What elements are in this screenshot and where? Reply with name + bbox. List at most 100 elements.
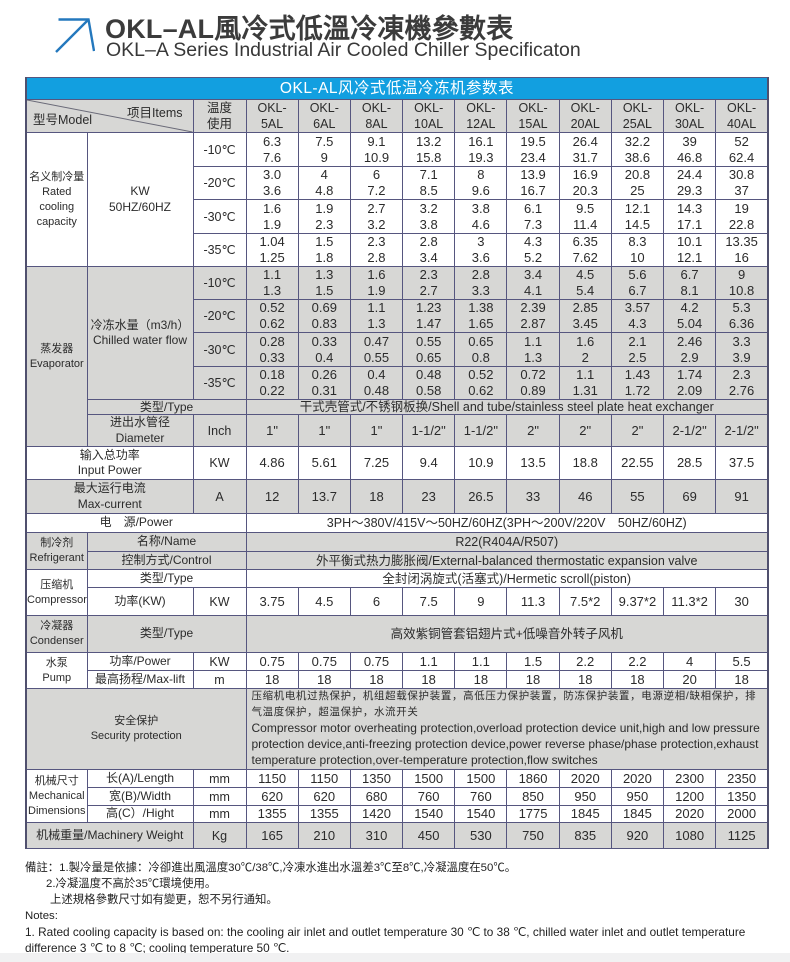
item-label: 进出水管径 Diameter [86, 414, 194, 447]
cell-line: 0.4 [367, 367, 386, 383]
data-cell: 1.1 1.31 [558, 366, 612, 400]
data-cell: 1.1 1.3 [349, 299, 404, 333]
cell-line: KW [130, 184, 150, 198]
cell-line: 31.7 [572, 149, 598, 165]
model-header: OKL- 8AL [349, 99, 404, 133]
data-cell: 1" [245, 414, 299, 447]
cell-line: capacity [36, 215, 77, 228]
cell-line: 7.1 [419, 167, 438, 183]
data-cell: 13.5 [506, 446, 560, 480]
cell-line: OKL- [466, 101, 496, 115]
cell-line: 2.8 [419, 234, 438, 250]
data-cell: 4.86 [245, 446, 299, 480]
value-cell: 压缩机电机过热保护，机组超载保护装置，高低压力保护装置，防冻保护装置，电源逆相/… [245, 688, 769, 770]
cell-line: 5.4 [576, 283, 595, 298]
cell-line: 3.4 [419, 250, 438, 265]
data-cell: 210 [297, 822, 351, 849]
cell-line: 1.9 [367, 283, 386, 298]
data-cell: 2.2 [610, 652, 665, 671]
cell-line: 1.3 [263, 283, 282, 298]
cell-line: 6.7 [680, 267, 699, 283]
dimension-width: 宽(B)/Width mm 620 620 680 760 760 850 950 950 1200… [26, 787, 769, 806]
spec-table: OKL-AL风冷式低温冷冻机参数表 型号Model 项目Items 温度 使用 OKL-… [25, 77, 769, 849]
cell-line: 1.23 [416, 300, 442, 316]
cell-line: 10 [630, 250, 645, 265]
data-cell: 620 [297, 787, 351, 806]
data-cell: 2020 [610, 769, 665, 788]
data-cell: 530 [454, 822, 508, 849]
cell-line: 9.6 [471, 183, 490, 198]
data-cell: 1.04 1.25 [245, 233, 299, 267]
cell-line: 2.85 [572, 300, 598, 316]
data-cell: 13.9 16.7 [506, 166, 560, 200]
cell-line: 1.8 [315, 250, 334, 265]
model-header: OKL- 25AL [610, 99, 665, 133]
cell-line: Compressor [27, 593, 87, 606]
data-cell: 1540 [454, 805, 508, 823]
data-cell: 1500 [454, 769, 508, 788]
cell-line: 15AL [518, 117, 548, 131]
data-cell: 2.8 3.4 [402, 233, 456, 267]
cell-line: 7.6 [263, 149, 282, 165]
cell-line: 0.69 [311, 300, 337, 316]
cell-line: 0.65 [416, 349, 442, 365]
data-cell: 450 [402, 822, 456, 849]
item-label: 电 源/Power [25, 513, 247, 533]
data-cell: 1150 [245, 769, 299, 788]
data-cell: 1-1/2" [454, 414, 508, 447]
cell-line: 1.1 [263, 267, 282, 283]
cell-line: 4.5 [576, 267, 595, 283]
cell-line: 40AL [726, 117, 757, 131]
data-cell: 1500 [402, 769, 456, 788]
cell-line: 9.1 [367, 133, 386, 149]
cell-line: Evaporator [29, 357, 84, 370]
note-line: difference 3 ℃ to 8 ℃; cooling temperatu… [25, 941, 290, 955]
data-cell: 91 [715, 479, 769, 514]
cell-line: 制冷剂 [40, 537, 74, 549]
section-label: 水泵 Pump [25, 652, 88, 689]
cell-line: 16.1 [468, 133, 494, 149]
data-cell: 8 9.6 [454, 166, 508, 200]
data-cell: 18 [245, 670, 299, 689]
data-cell: 3.3 3.9 [715, 332, 769, 367]
cell-line: 25 [630, 183, 645, 198]
data-cell: 46 [558, 479, 612, 514]
data-cell: 0.55 0.65 [402, 332, 456, 367]
cell-line: 30.8 [728, 167, 755, 183]
cell-line: 0.18 [259, 367, 285, 383]
data-cell: 3.57 4.3 [610, 299, 665, 333]
data-cell: 8.3 10 [610, 233, 665, 267]
data-cell: 3.4 4.1 [506, 266, 560, 300]
data-cell: 1420 [349, 805, 404, 823]
cell-line: 0.83 [311, 316, 337, 331]
unit-label: Inch [192, 414, 247, 447]
cell-line: 0.48 [363, 383, 390, 398]
security-protection: 安全保护 Security protection 压缩机电机过热保护，机组超载保护装… [25, 688, 769, 770]
cell-line: 23.4 [520, 149, 546, 165]
data-cell: 1125 [715, 822, 769, 849]
evaporator-diameter: 进出水管径 Diameter Inch 1" 1" 1" 1-1/2" 1-1/2" 2" 2" 2… [26, 414, 769, 447]
rated-cooling-minus10: 名义制冷量 Rated cooling capacity KW 50HZ/60HZ -10℃… [25, 132, 769, 267]
data-cell: 2-1/2" [662, 414, 717, 447]
cell-line: 6.7 [628, 283, 647, 298]
note-line: 上述規格參數尺寸如有變更，恕不另行通知。 [50, 894, 278, 906]
cell-line: 13.2 [416, 133, 442, 149]
data-cell: 0.18 0.22 [245, 366, 299, 400]
cell-line: 2 [581, 349, 589, 365]
unit-label: m [192, 670, 247, 689]
data-cell: 3.75 [245, 587, 299, 616]
unit-label: KW [192, 446, 247, 480]
data-cell: 2" [558, 414, 612, 447]
data-cell: 4.5 [297, 587, 351, 616]
data-cell: 1.1 1.3 [245, 266, 299, 300]
rated-cooling-minus30: -30℃ 1.6 1.9 1.9 2.3 2.7 3.2 3.2 3.8 3.8 4.6 6.1 7.3… [26, 199, 769, 234]
item-label: 高(C）/Hight [86, 805, 194, 823]
data-cell: 2020 [662, 805, 717, 823]
model-header: OKL- 12AL [454, 99, 508, 133]
cell-line: 16.7 [520, 183, 546, 198]
cell-line: 6.1 [523, 200, 543, 216]
cell-line: 3.8 [419, 216, 438, 232]
data-cell: 0.52 0.62 [245, 299, 299, 333]
cell-line: Pump [42, 671, 72, 684]
data-cell: 11.3*2 [662, 587, 717, 616]
